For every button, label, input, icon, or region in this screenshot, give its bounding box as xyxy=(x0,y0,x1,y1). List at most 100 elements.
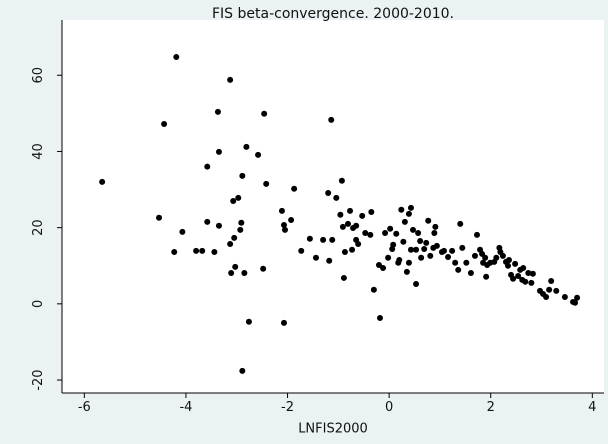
point xyxy=(215,222,222,229)
point xyxy=(367,231,374,238)
point xyxy=(355,241,362,248)
point xyxy=(572,299,579,306)
point xyxy=(522,278,529,285)
point xyxy=(405,259,412,266)
point xyxy=(329,236,336,243)
point xyxy=(417,237,424,244)
point xyxy=(431,229,438,236)
point xyxy=(245,318,252,325)
point xyxy=(418,254,425,261)
point xyxy=(291,185,298,192)
point xyxy=(312,254,319,261)
point xyxy=(232,263,239,270)
point xyxy=(510,275,517,282)
point xyxy=(553,287,560,294)
point xyxy=(423,239,430,246)
point xyxy=(179,228,186,235)
x-tick-label: -4 xyxy=(179,400,192,415)
point xyxy=(432,223,439,230)
point xyxy=(543,293,550,300)
point xyxy=(239,367,246,374)
point xyxy=(173,53,180,60)
x-tick-label: -6 xyxy=(78,400,91,415)
point xyxy=(320,236,327,243)
point xyxy=(298,247,305,254)
point xyxy=(483,273,490,280)
point xyxy=(341,249,348,256)
point xyxy=(393,230,400,237)
point xyxy=(359,212,366,219)
point xyxy=(193,247,200,254)
point xyxy=(561,293,568,300)
point xyxy=(211,249,218,256)
point xyxy=(263,180,270,187)
point xyxy=(204,163,211,170)
point xyxy=(449,247,456,254)
point xyxy=(471,252,478,259)
point xyxy=(499,252,506,259)
point xyxy=(337,211,344,218)
point xyxy=(455,266,462,273)
x-axis-label: LNFIS2000 xyxy=(298,422,368,437)
point xyxy=(199,247,206,254)
point xyxy=(370,286,377,293)
point xyxy=(230,197,237,204)
point xyxy=(474,231,481,238)
point xyxy=(467,269,474,276)
point xyxy=(528,279,535,286)
point xyxy=(280,319,287,326)
point xyxy=(445,253,452,260)
x-tick-label: 4 xyxy=(588,400,596,415)
point xyxy=(280,221,287,228)
point xyxy=(387,225,394,232)
point xyxy=(452,259,459,266)
point xyxy=(306,235,313,242)
point xyxy=(410,226,417,233)
point xyxy=(347,207,354,214)
point xyxy=(237,226,244,233)
point xyxy=(407,204,414,211)
point xyxy=(463,259,470,266)
x-tick-label: -2 xyxy=(281,400,294,415)
point xyxy=(288,217,295,224)
point xyxy=(421,245,428,252)
point xyxy=(243,143,250,150)
point xyxy=(260,265,267,272)
point xyxy=(231,234,238,241)
point xyxy=(339,223,346,230)
point xyxy=(235,194,242,201)
point xyxy=(228,269,235,276)
point xyxy=(574,294,581,301)
point xyxy=(227,241,234,248)
point xyxy=(215,148,222,155)
point xyxy=(340,274,347,281)
point xyxy=(425,217,432,224)
point xyxy=(338,177,345,184)
point xyxy=(512,260,519,267)
point xyxy=(99,178,106,185)
point xyxy=(504,262,511,269)
point xyxy=(520,265,527,272)
point xyxy=(506,257,513,264)
y-tick-label: -20 xyxy=(31,369,46,390)
point xyxy=(227,76,234,83)
point xyxy=(546,286,553,293)
point xyxy=(396,257,403,264)
point xyxy=(390,241,397,248)
y-tick-label: 0 xyxy=(31,300,46,308)
point xyxy=(459,244,466,251)
point xyxy=(278,207,285,214)
point xyxy=(241,269,248,276)
y-tick-label: 60 xyxy=(31,67,46,84)
point xyxy=(376,314,383,321)
point xyxy=(368,209,375,216)
point xyxy=(401,218,408,225)
point xyxy=(204,218,211,225)
point xyxy=(380,265,387,272)
point xyxy=(353,222,360,229)
point xyxy=(440,247,447,254)
y-tick-label: 40 xyxy=(31,143,46,160)
point xyxy=(325,189,332,196)
point xyxy=(255,151,262,158)
